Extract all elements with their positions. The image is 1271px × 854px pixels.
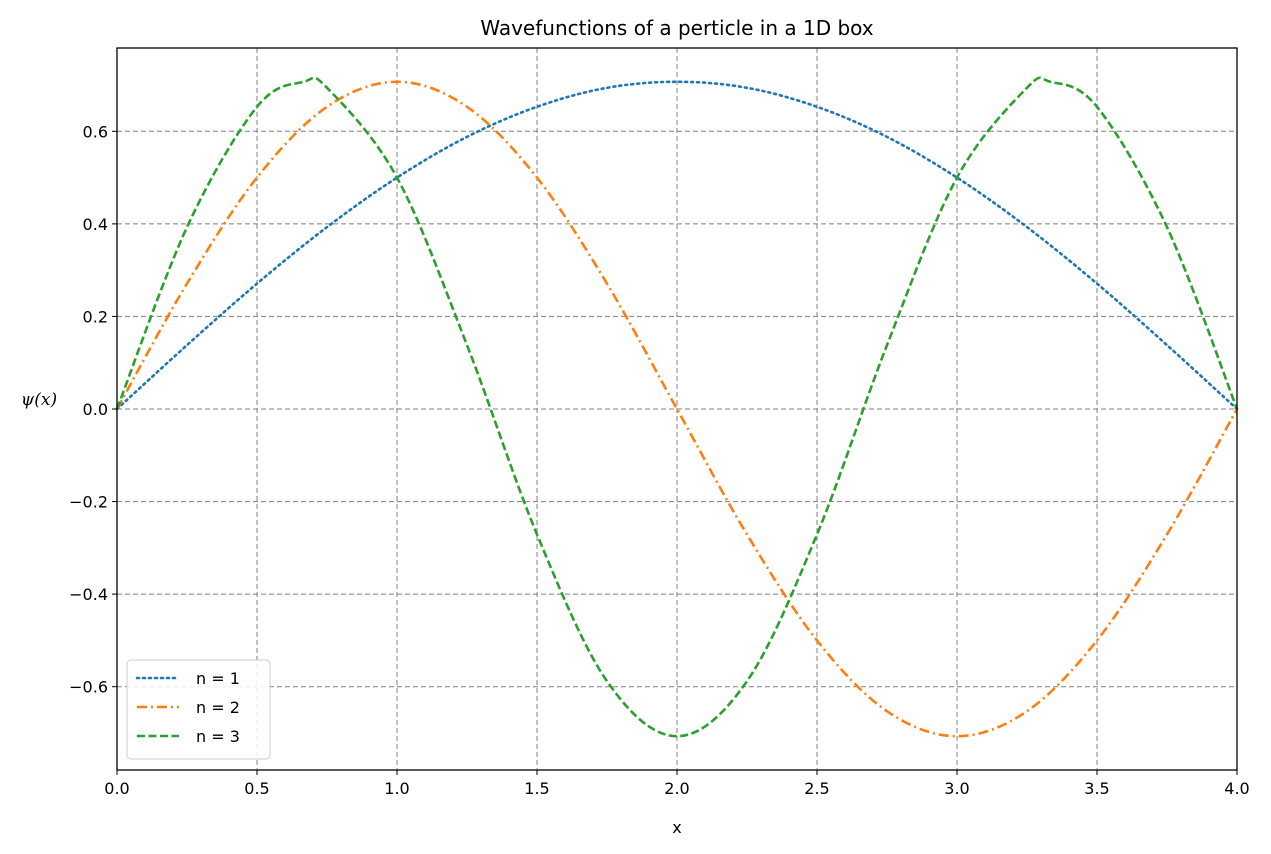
x-tick-label: 1.0 [384,779,409,798]
x-tick-label: 1.5 [524,779,549,798]
plot-series [115,76,1239,738]
x-tick-label: 3.5 [1084,779,1109,798]
legend-box [126,659,271,760]
series-line-n2 [115,80,1239,738]
x-tick-label: 0.5 [244,779,269,798]
legend: n = 1 n = 2 n = 3 [126,659,271,760]
legend-label: n = 2 [196,698,240,717]
x-tick-label: 0.0 [104,779,129,798]
series-line-n3 [115,76,1239,738]
y-tick-label: 0.4 [83,215,108,234]
series-line-n1 [115,80,1239,411]
x-tick-label: 3.0 [944,779,969,798]
y-tick-label: 0.0 [83,400,108,419]
x-tick-label: 2.0 [664,779,689,798]
y-tick-label: 0.6 [83,122,108,141]
y-tick-label: 0.2 [83,307,108,326]
y-tick-label: −0.6 [69,678,108,697]
ticks: 0.0 0.5 1.0 1.5 2.0 2.5 3.0 3.5 4.0 −0.6 −0.4 −0.2 0… [69,122,1250,798]
y-tick-label: −0.4 [69,585,108,604]
x-tick-label: 4.0 [1224,779,1249,798]
y-axis-label: ψ(x) [21,390,57,410]
legend-label: n = 3 [196,727,240,746]
x-axis-label: x [672,818,681,837]
chart-title: Wavefunctions of a perticle in a 1D box [480,16,873,40]
y-tick-label: −0.2 [69,493,108,512]
x-tick-label: 2.5 [804,779,829,798]
legend-label: n = 1 [196,669,240,688]
